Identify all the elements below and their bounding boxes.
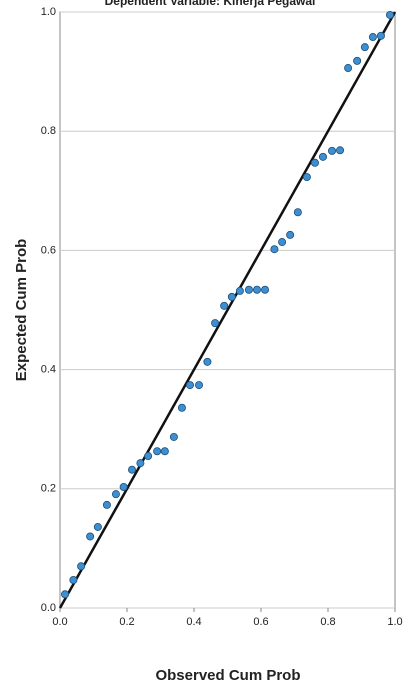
y-tick-label: 0.6 — [41, 244, 56, 256]
point — [160, 447, 169, 456]
point — [153, 447, 162, 456]
point — [235, 286, 244, 295]
x-tick-label: 0.4 — [186, 616, 201, 628]
x-tick-label: 0.2 — [119, 616, 134, 628]
point — [270, 245, 279, 254]
point — [336, 146, 345, 155]
point — [360, 43, 369, 52]
point — [203, 357, 212, 366]
x-axis-label: Observed Cum Prob — [155, 667, 300, 684]
point — [211, 319, 220, 328]
point — [328, 146, 337, 155]
point — [128, 465, 137, 474]
point — [136, 459, 145, 468]
point — [261, 285, 270, 294]
point — [293, 208, 302, 217]
chart-title: Dependent Variable: Kinerja Pegawai — [105, 0, 316, 8]
x-tick-label: 0.0 — [52, 616, 67, 628]
y-tick-label: 0.4 — [41, 364, 56, 376]
y-tick-label: 0.8 — [41, 125, 56, 137]
point — [318, 152, 327, 161]
point — [286, 230, 295, 239]
point — [220, 301, 229, 310]
y-tick-label: 0.2 — [41, 483, 56, 495]
point — [77, 562, 86, 571]
point — [227, 292, 236, 301]
point — [69, 575, 78, 584]
point — [61, 590, 70, 599]
point — [169, 432, 178, 441]
y-tick-label: 1.0 — [41, 6, 56, 18]
point — [302, 173, 311, 182]
point — [86, 532, 95, 541]
point — [368, 33, 377, 42]
point — [111, 490, 120, 499]
point — [385, 10, 394, 19]
y-tick-label: 0.0 — [41, 602, 56, 614]
point — [144, 452, 153, 461]
point — [278, 238, 287, 247]
x-tick-label: 0.8 — [320, 616, 335, 628]
point — [119, 483, 128, 492]
point — [344, 64, 353, 73]
point — [102, 500, 111, 509]
point — [195, 381, 204, 390]
x-tick-label: 1.0 — [387, 616, 402, 628]
point — [376, 31, 385, 40]
point — [252, 285, 261, 294]
reference-line — [58, 11, 397, 609]
point — [353, 56, 362, 65]
point — [177, 403, 186, 412]
x-tick-label: 0.6 — [253, 616, 268, 628]
y-axis-label: Expected Cum Prob — [13, 239, 30, 382]
point — [93, 522, 102, 531]
point — [244, 285, 253, 294]
point — [310, 158, 319, 167]
point — [185, 381, 194, 390]
